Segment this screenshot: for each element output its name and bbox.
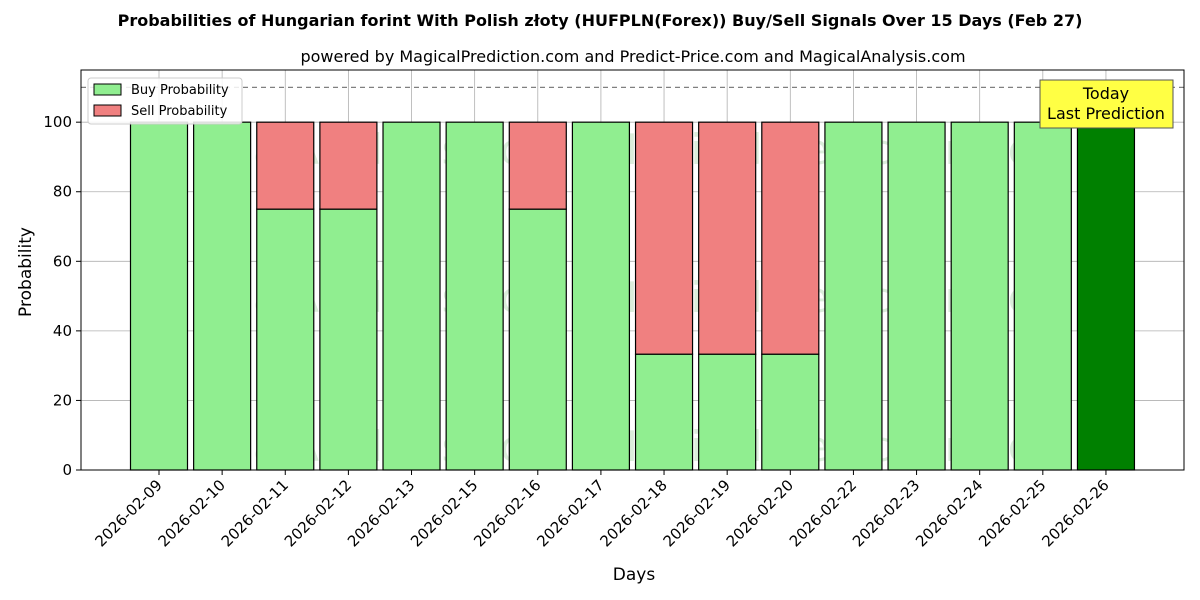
sell-bar [319, 121, 378, 210]
buy-bar [1013, 121, 1072, 471]
x-axis-ticks: 2026-02-092026-02-102026-02-112026-02-12… [91, 470, 1113, 550]
buy-bar [256, 208, 315, 471]
buy-bar [193, 121, 252, 471]
buy-bar [571, 121, 631, 471]
x-tick-label: 2026-02-20 [723, 476, 797, 550]
buy-bar [319, 208, 378, 471]
x-tick-label: 2026-02-22 [786, 476, 860, 550]
x-tick-label: 2026-02-16 [470, 476, 544, 550]
y-tick-label: 0 [62, 461, 72, 479]
sell-bar [698, 121, 757, 355]
buy-bar [634, 353, 694, 471]
sell-bar [761, 121, 820, 355]
x-tick-label: 2026-02-13 [344, 476, 418, 550]
y-tick-label: 40 [53, 322, 72, 340]
annotation-box [1039, 79, 1174, 129]
chart-subtitle: powered by MagicalPrediction.com and Pre… [300, 47, 965, 66]
buy-bar [508, 208, 567, 471]
legend-swatch [93, 104, 122, 117]
buy-bar [698, 353, 757, 471]
x-tick-label: 2026-02-18 [596, 476, 670, 550]
legend-label: Sell Probability [131, 104, 228, 119]
buy-bar [382, 121, 441, 471]
buy-bar [824, 121, 883, 471]
x-tick-label: 2026-02-11 [218, 476, 292, 550]
legend-box [87, 77, 243, 125]
legend-swatch [93, 83, 122, 96]
annotation-text: Last Prediction [1047, 104, 1165, 123]
y-tick-label: 100 [43, 113, 72, 131]
sell-bar [634, 121, 694, 355]
buy-bar [950, 121, 1009, 471]
annotation-text: Today [1082, 84, 1129, 103]
buy-bar [445, 121, 504, 471]
buy-bar [887, 121, 946, 471]
y-axis-label: Probability [16, 227, 36, 317]
legend-label: Buy Probability [131, 83, 229, 98]
x-tick-label: 2026-02-10 [155, 476, 229, 550]
buy-bar [129, 121, 189, 471]
x-tick-label: 2026-02-19 [660, 476, 734, 550]
x-axis-label: Days [613, 565, 656, 585]
x-tick-label: 2026-02-09 [91, 476, 165, 550]
buy-bar [761, 353, 820, 471]
sell-bar [256, 121, 315, 210]
plot-frame [80, 69, 1185, 471]
y-tick-label: 80 [53, 183, 72, 201]
x-tick-label: 2026-02-15 [407, 476, 481, 550]
y-axis-ticks: 0 20 40 60 80 100 [43, 113, 81, 479]
x-tick-label: 2026-02-23 [849, 476, 923, 550]
x-tick-label: 2026-02-12 [281, 476, 355, 550]
bars [129, 121, 1136, 471]
buy-bar [1076, 121, 1136, 471]
legend: Buy Probability Sell Probability [87, 77, 243, 125]
chart-title: Probabilities of Hungarian forint With P… [118, 11, 1083, 30]
x-tick-label: 2026-02-17 [533, 476, 607, 550]
y-tick-label: 20 [53, 391, 72, 409]
x-tick-label: 2026-02-26 [1038, 476, 1112, 550]
y-tick-label: 60 [53, 252, 72, 270]
x-tick-label: 2026-02-25 [975, 476, 1049, 550]
sell-bar [508, 121, 567, 210]
x-tick-label: 2026-02-24 [912, 476, 986, 550]
